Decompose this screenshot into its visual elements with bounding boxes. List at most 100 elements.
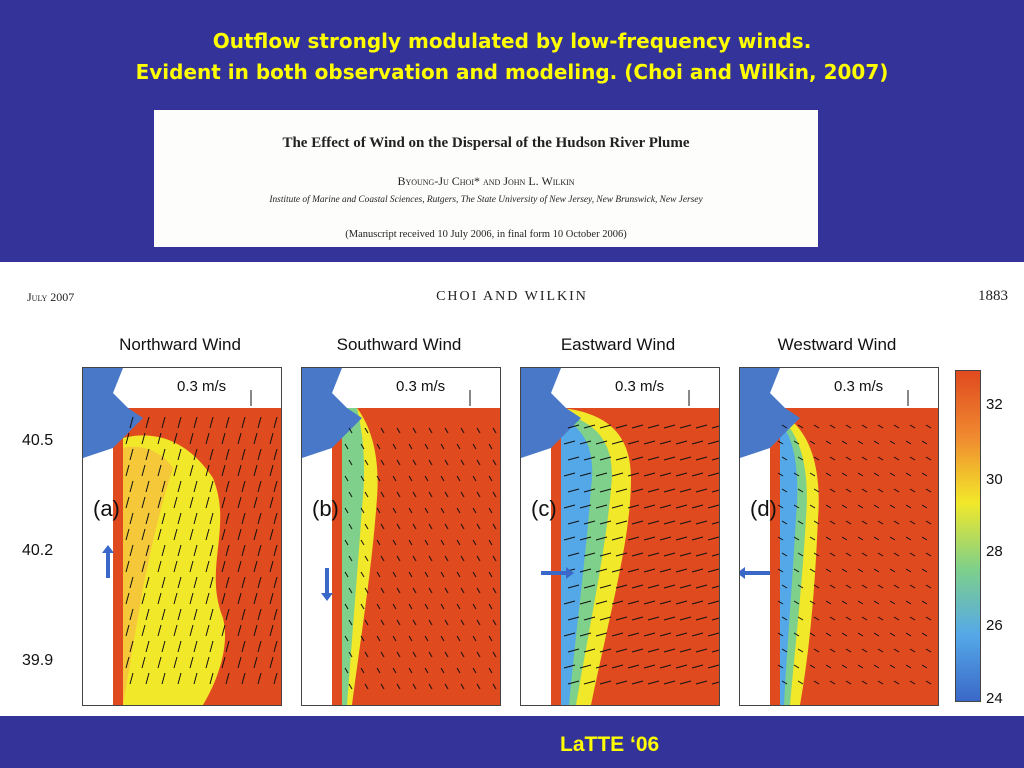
velocity-vector <box>209 640 214 653</box>
velocity-vector <box>893 488 900 493</box>
velocity-vector <box>797 520 804 525</box>
velocity-vector <box>392 603 397 610</box>
velocity-vector <box>428 651 433 658</box>
velocity-vector <box>707 632 719 637</box>
velocity-vector <box>627 536 640 541</box>
velocity-vector <box>456 475 461 482</box>
velocity-vector <box>440 507 445 514</box>
velocity-vector <box>797 616 804 621</box>
velocity-vector <box>141 624 146 637</box>
velocity-vector <box>579 472 592 477</box>
velocity-vector <box>905 504 912 509</box>
velocity-vector <box>273 544 278 557</box>
velocity-vector <box>873 600 880 605</box>
velocity-vector <box>141 528 146 541</box>
velocity-vector <box>412 491 417 498</box>
velocity-vector <box>889 440 896 445</box>
velocity-vector <box>273 576 278 589</box>
velocity-vector <box>793 664 800 669</box>
velocity-vector <box>707 536 719 541</box>
velocity-vector <box>857 568 864 573</box>
velocity-vector <box>777 568 784 573</box>
velocity-vector <box>205 656 210 669</box>
velocity-vector <box>392 571 397 578</box>
velocity-vector <box>225 672 230 685</box>
velocity-vector <box>460 523 465 530</box>
velocity-vector <box>161 608 166 621</box>
velocity-vector <box>781 456 788 461</box>
velocity-vector <box>428 555 433 562</box>
velocity-vector <box>925 520 932 525</box>
velocity-vector <box>380 427 385 434</box>
figure-journal-date: July 2007 <box>27 290 75 304</box>
velocity-vector <box>647 520 660 525</box>
velocity-vector <box>611 632 624 637</box>
velocity-vector <box>675 536 688 541</box>
velocity-vector <box>364 459 369 466</box>
velocity-vector <box>679 488 692 493</box>
panel-letter: (a) <box>93 496 120 521</box>
velocity-vector <box>707 440 719 445</box>
velocity-vector <box>396 683 401 690</box>
velocity-vector <box>225 512 230 525</box>
velocity-vector <box>257 448 262 461</box>
velocity-vector <box>476 459 481 466</box>
plume-region <box>342 408 365 705</box>
velocity-vector <box>695 584 708 589</box>
colorbar-tick: 28 <box>986 543 1003 560</box>
velocity-vector <box>711 553 719 557</box>
velocity-vector <box>456 539 461 546</box>
velocity-vector <box>647 488 660 493</box>
velocity-vector <box>675 632 688 637</box>
velocity-vector <box>177 416 182 429</box>
velocity-vector <box>348 587 353 594</box>
velocity-vector <box>241 608 246 621</box>
velocity-vector <box>440 635 445 642</box>
velocity-vector <box>583 520 596 525</box>
velocity-vector <box>599 552 612 557</box>
velocity-vector <box>273 480 278 493</box>
velocity-vector <box>905 472 912 477</box>
velocity-vector <box>889 472 896 477</box>
velocity-vector <box>889 600 896 605</box>
velocity-vector <box>269 656 274 669</box>
velocity-vector <box>845 680 852 685</box>
velocity-vector <box>161 672 166 685</box>
velocity-vector <box>857 504 864 509</box>
velocity-vector <box>205 560 210 573</box>
velocity-vector <box>189 496 194 509</box>
velocity-vector <box>877 552 884 557</box>
velocity-vector <box>861 648 868 653</box>
velocity-vector <box>611 504 624 509</box>
velocity-vector <box>273 512 278 525</box>
velocity-vector <box>889 504 896 509</box>
velocity-vector <box>273 672 278 685</box>
velocity-vector <box>380 459 385 466</box>
velocity-vector <box>857 664 864 669</box>
latitude-label: 39.9 <box>22 652 54 669</box>
land-estuary <box>521 368 581 458</box>
velocity-vector <box>225 576 230 589</box>
velocity-vector <box>841 536 848 541</box>
velocity-vector <box>841 600 848 605</box>
velocity-vector <box>412 523 417 530</box>
velocity-vector <box>237 624 242 637</box>
velocity-vector <box>392 635 397 642</box>
velocity-vector <box>141 464 146 477</box>
velocity-vector <box>627 504 640 509</box>
velocity-vector <box>777 664 784 669</box>
velocity-vector <box>707 600 719 605</box>
velocity-vector <box>492 459 497 466</box>
velocity-vector <box>488 603 493 610</box>
velocity-vector <box>925 552 932 557</box>
velocity-vector <box>663 584 676 589</box>
velocity-vector <box>829 616 836 621</box>
velocity-vector <box>861 616 868 621</box>
velocity-vector <box>209 672 214 685</box>
velocity-vector <box>579 504 592 509</box>
velocity-vector <box>193 608 198 621</box>
velocity-vector <box>647 680 660 685</box>
velocity-vector <box>460 491 465 498</box>
velocity-vector <box>205 592 210 605</box>
velocity-vector <box>444 427 449 434</box>
